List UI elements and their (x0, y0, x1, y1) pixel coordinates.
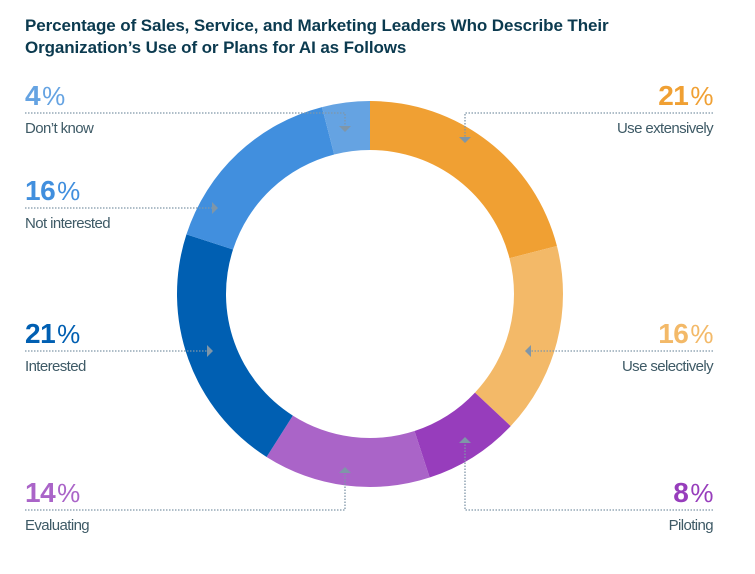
use-selectively-arrow-icon (525, 345, 531, 357)
category-label: Not interested (25, 215, 111, 232)
interested-arrow-icon (207, 345, 213, 357)
category-label: Evaluating (25, 517, 90, 534)
label-use-selectively: 16% Use selectively (621, 318, 714, 376)
use-extensively-arrow-icon (459, 137, 471, 143)
dont-know-arrow-icon (339, 126, 351, 132)
value-label: 16% (25, 175, 80, 206)
slice-piloting (414, 392, 511, 478)
slice-evaluating (266, 415, 430, 487)
category-label: Use extensively (616, 120, 714, 137)
value-label: 8% (673, 477, 713, 508)
evaluating-arrow-icon (339, 467, 351, 473)
category-label: Piloting (668, 517, 714, 534)
donut-slices (177, 101, 563, 487)
slice-interested (177, 234, 293, 457)
use-extensively-connector (464, 112, 713, 137)
piloting-connector (464, 444, 713, 511)
category-label: Use selectively (621, 358, 714, 375)
label-evaluating: 14% Evaluating (25, 477, 90, 535)
label-dont-know: 4% Don’t know (25, 80, 94, 138)
slice-not-interested (186, 107, 335, 250)
label-interested: 21% Interested (25, 320, 86, 376)
value-label: 21% (25, 318, 80, 349)
value-label: 16% (658, 318, 713, 349)
not-interested-arrow-icon (212, 202, 218, 214)
category-label: Don’t know (25, 120, 94, 137)
label-piloting: 8% Piloting (668, 477, 714, 535)
connectors (25, 112, 713, 511)
slice-use-extensively (370, 101, 557, 259)
value-label: 14% (25, 477, 80, 508)
value-label: 4% (25, 80, 65, 111)
chart-title: Percentage of Sales, Service, and Market… (25, 16, 609, 57)
value-label: 21% (658, 80, 713, 111)
category-label: Interested (25, 358, 86, 375)
label-use-extensively: 21% Use extensively (616, 80, 714, 138)
slice-use-selectively (474, 246, 563, 427)
piloting-arrow-icon (459, 437, 471, 443)
label-not-interested: 16% Not interested (25, 175, 111, 233)
